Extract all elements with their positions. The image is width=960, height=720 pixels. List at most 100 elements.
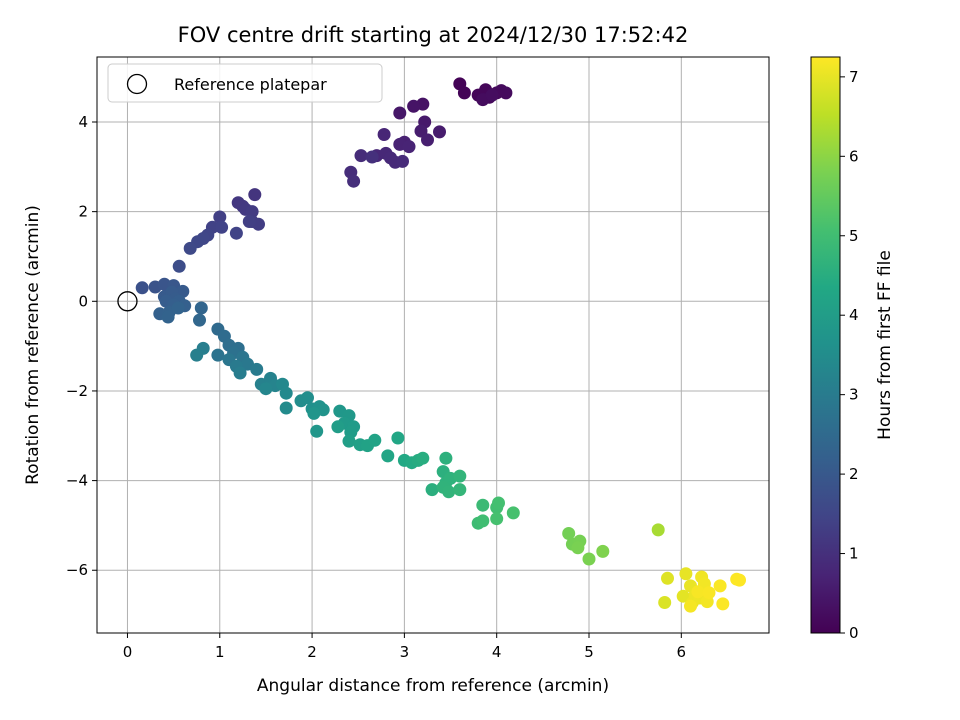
legend-entry-reference: Reference platepar xyxy=(174,75,327,94)
y-tick-label-0: −6 xyxy=(66,561,88,579)
data-point-7 xyxy=(499,86,513,100)
data-point-86 xyxy=(279,401,293,415)
data-point-135 xyxy=(676,589,690,603)
data-point-62 xyxy=(171,301,185,315)
data-point-30 xyxy=(248,188,262,202)
data-point-121 xyxy=(476,514,490,528)
data-point-12 xyxy=(393,106,407,120)
data-point-100 xyxy=(342,434,356,448)
data-point-136 xyxy=(679,567,693,581)
data-point-11 xyxy=(407,99,421,113)
colorbar-tick-label-7: 7 xyxy=(849,68,859,86)
colorbar-tick-label-0: 0 xyxy=(849,624,859,642)
colorbar-tick-label-4: 4 xyxy=(849,306,859,324)
colorbar-gradient xyxy=(810,56,841,634)
data-point-88 xyxy=(301,391,314,405)
chart-title: FOV centre drift starting at 2024/12/30 … xyxy=(178,23,689,47)
reference-platepar-marker xyxy=(117,291,138,312)
data-point-117 xyxy=(453,469,467,483)
data-point-124 xyxy=(490,512,504,526)
data-point-119 xyxy=(476,498,490,512)
y-axis-label: Rotation from reference (arcmin) xyxy=(23,205,43,485)
data-point-20 xyxy=(377,128,391,141)
grid-lines xyxy=(97,57,769,633)
colorbar-tick-label-5: 5 xyxy=(849,227,859,245)
x-tick-label-4: 4 xyxy=(492,643,502,661)
data-point-125 xyxy=(506,506,520,520)
data-point-77 xyxy=(233,366,247,380)
data-point-133 xyxy=(658,596,672,609)
data-point-103 xyxy=(368,433,382,447)
data-point-15 xyxy=(414,124,428,138)
data-point-131 xyxy=(596,544,610,558)
data-point-71 xyxy=(211,348,225,362)
y-tick-label-5: 4 xyxy=(78,113,88,131)
data-point-26 xyxy=(354,149,368,163)
data-point-25 xyxy=(396,154,409,168)
data-point-29 xyxy=(365,150,379,164)
data-point-126 xyxy=(562,527,576,540)
data-point-28 xyxy=(347,174,361,188)
data-point-92 xyxy=(307,406,321,420)
data-point-79 xyxy=(190,348,204,362)
y-tick-label-2: −2 xyxy=(66,382,88,400)
data-point-134 xyxy=(661,571,674,585)
y-tick-label-4: 2 xyxy=(78,203,88,221)
x-axis-label: Angular distance from reference (arcmin) xyxy=(257,676,609,696)
colorbar-label: Hours from first FF file xyxy=(875,250,895,440)
legend: Reference platepar xyxy=(107,63,383,103)
data-point-132 xyxy=(651,523,665,537)
data-point-110 xyxy=(425,483,439,497)
legend-box xyxy=(107,63,383,103)
data-point-16 xyxy=(421,133,434,147)
data-point-123 xyxy=(492,496,505,510)
data-point-47 xyxy=(135,281,149,295)
data-point-150 xyxy=(733,573,746,587)
x-tick-label-3: 3 xyxy=(400,643,410,661)
colorbar-tick-label-3: 3 xyxy=(849,386,859,404)
data-point-118 xyxy=(453,483,467,497)
y-tick-label-3: 0 xyxy=(78,292,88,310)
data-point-1 xyxy=(457,86,471,100)
data-point-14 xyxy=(433,125,446,139)
data-point-109 xyxy=(416,451,430,465)
x-tick-label-5: 5 xyxy=(584,643,594,661)
colorbar-tick-label-2: 2 xyxy=(849,465,859,483)
data-point-146 xyxy=(702,586,716,600)
colorbar-tick-label-1: 1 xyxy=(849,545,859,563)
data-point-63 xyxy=(161,310,175,324)
data-point-93 xyxy=(310,424,324,438)
data-point-37 xyxy=(242,215,256,228)
data-point-130 xyxy=(582,552,596,566)
data-point-9 xyxy=(485,88,499,102)
y-axis: −6 −4 −2 0 2 4 xyxy=(66,113,97,579)
data-point-145 xyxy=(691,585,705,599)
x-tick-label-0: 0 xyxy=(123,643,133,661)
data-point-46 xyxy=(172,259,186,273)
data-point-64 xyxy=(194,301,208,315)
data-point-45 xyxy=(183,241,197,255)
plot-frame xyxy=(96,56,770,634)
y-tick-label-1: −4 xyxy=(66,472,88,490)
data-point-99 xyxy=(331,420,345,434)
data-point-34 xyxy=(245,205,259,219)
data-point-38 xyxy=(213,210,227,224)
x-axis: 0 1 2 3 4 5 6 xyxy=(123,633,686,661)
data-point-65 xyxy=(193,313,206,327)
data-point-148 xyxy=(716,597,730,611)
data-point-85 xyxy=(279,386,293,400)
data-point-76 xyxy=(250,362,264,376)
data-point-105 xyxy=(391,431,405,445)
data-point-40 xyxy=(215,220,229,234)
data-point-104 xyxy=(381,449,395,463)
x-tick-label-6: 6 xyxy=(677,643,687,661)
x-tick-label-1: 1 xyxy=(215,643,225,661)
data-point-41 xyxy=(229,226,243,240)
data-points xyxy=(135,77,746,613)
data-point-19 xyxy=(402,140,416,154)
data-point-147 xyxy=(713,579,727,593)
data-point-83 xyxy=(259,382,273,396)
colorbar: 0 1 2 3 4 5 6 7 Hours from first FF file xyxy=(810,56,895,642)
data-point-129 xyxy=(571,541,585,555)
